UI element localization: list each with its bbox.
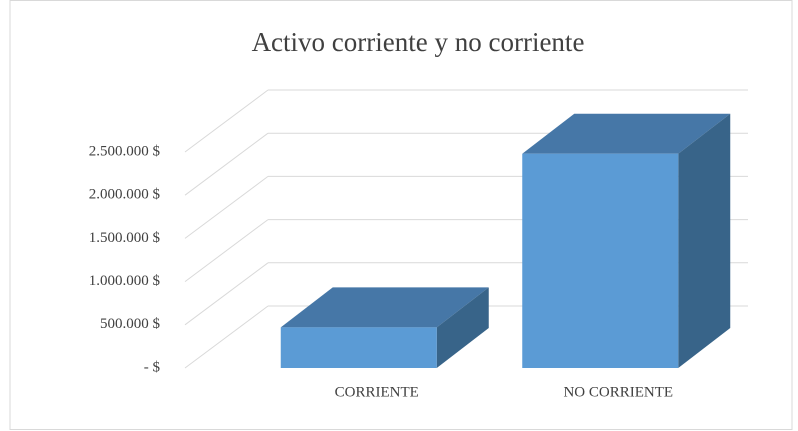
bar-side	[436, 287, 489, 368]
y-tick-label: - $	[144, 359, 161, 375]
bar	[280, 327, 437, 368]
x-tick-label: CORRIENTE	[335, 384, 419, 400]
grid-line	[184, 132, 269, 196]
y-tick-label: 1.000.000 $	[89, 273, 161, 289]
y-tick-label: 1.500.000 $	[89, 230, 161, 246]
bar-side	[678, 113, 731, 368]
chart-title: Activo corriente y no corriente	[252, 27, 585, 57]
x-tick-label: NO CORRIENTE	[563, 384, 673, 400]
grid-line	[184, 262, 269, 326]
grid-line	[184, 219, 269, 283]
bar-top	[522, 113, 731, 154]
y-tick-label: 500.000 $	[100, 316, 161, 332]
y-tick-label: 2.500.000 $	[89, 143, 161, 159]
grid-line	[184, 89, 269, 153]
grid-line	[184, 175, 269, 239]
y-tick-label: 2.000.000 $	[89, 187, 161, 203]
bar	[522, 153, 679, 368]
grid-line	[184, 305, 269, 369]
bar-top	[280, 287, 489, 328]
